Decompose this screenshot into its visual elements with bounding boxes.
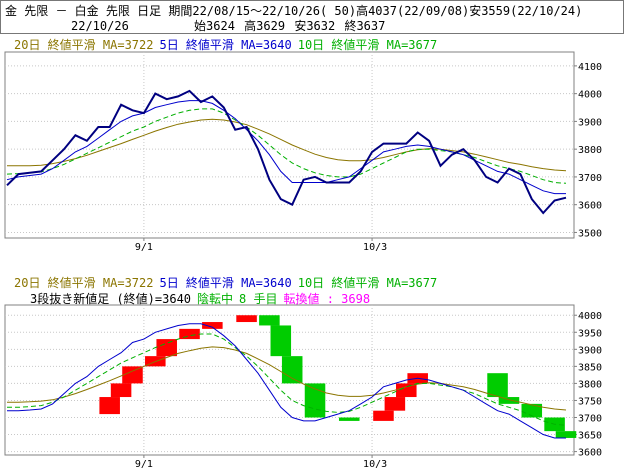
legend-ma5: 5日 終値平滑 MA=3640	[159, 38, 292, 52]
bottom-y-tick-label: 3700	[578, 414, 602, 425]
top-series-close	[6, 89, 567, 215]
sanko-bar-down	[555, 431, 577, 438]
sanko-bar-up	[179, 328, 200, 340]
bottom-series-ma10	[7, 333, 567, 426]
ohlc-low: 安3632	[294, 19, 336, 33]
sanko-bar-up	[122, 366, 143, 384]
sanko-bar-up	[99, 397, 120, 415]
ohlc-close: 終3637	[344, 19, 386, 33]
top-y-tick-label: 4100	[578, 62, 602, 73]
bottom-series-ma20	[7, 346, 567, 411]
chart-header: 金 先限 － 白金 先限 日足 期間22/08/15～22/10/26( 50)…	[0, 0, 624, 34]
sanko-bar-up	[202, 322, 223, 329]
bottom-y-tick-label: 3950	[578, 328, 602, 339]
top-y-tick-label: 3700	[578, 173, 602, 184]
sanko-bar-up	[384, 397, 406, 411]
sanko-value: 3段抜き新値足 (終値)=3640	[30, 292, 192, 306]
sanko-bar-down	[498, 397, 520, 404]
bottom-series-ma5	[7, 323, 566, 439]
top-y-tick-label: 3500	[578, 228, 602, 239]
period-info: 金 先限 － 白金 先限 日足 期間22/08/15～22/10/26( 50)…	[5, 4, 583, 18]
sanko-state: 陰転中	[197, 292, 234, 306]
sanko-bar-up	[236, 315, 257, 323]
bottom-plot-frame	[4, 304, 575, 456]
bottom-y-tick-label: 3800	[578, 379, 602, 390]
sanko-bar-down	[338, 417, 360, 421]
bottom-x-tick-label: 9/1	[135, 459, 153, 470]
top-plot-frame	[4, 51, 575, 239]
ohlc-high: 高3629	[244, 19, 286, 33]
sanko-turn: 転換値 : 3698	[283, 292, 371, 306]
top-series-ma20	[7, 118, 567, 172]
ohlc-info: 22/10/26 始3624 高3629 安3632 終3637	[71, 17, 385, 34]
bottom-legend: 20日 終値平滑 MA=3722 5日 終値平滑 MA=3640 10日 終値平滑 …	[14, 274, 443, 291]
bottom-y-tick-label: 3750	[578, 396, 602, 407]
legend-ma20: 20日 終値平滑 MA=3722	[14, 38, 154, 52]
sanko-bar-down	[487, 373, 508, 398]
sanko-bar-up	[110, 383, 132, 398]
top-x-tick-label: 9/1	[135, 242, 153, 253]
top-series-ma5	[6, 100, 566, 195]
legend-ma10: 10日 終値平滑 MA=3677	[297, 38, 438, 52]
legend2-ma10: 10日 終値平滑 MA=3677	[297, 276, 438, 290]
bottom-y-tick-label: 3900	[578, 345, 602, 356]
sanko-hands: 8 手目	[239, 292, 278, 306]
sanko-bar-down	[281, 356, 303, 384]
legend2-ma20: 20日 終値平滑 MA=3722	[14, 276, 154, 290]
ohlc-open: 始3624	[194, 19, 235, 33]
sanko-bar-down	[259, 315, 280, 326]
top-y-tick-label: 4000	[578, 90, 602, 101]
bottom-y-tick-label: 4000	[578, 311, 602, 322]
bottom-x-tick-label: 10/3	[363, 459, 387, 470]
bottom-y-tick-label: 3850	[578, 362, 602, 373]
sanko-bar-down	[270, 325, 292, 357]
ohlc-date: 22/10/26	[71, 19, 129, 33]
sanko-bar-down	[521, 403, 543, 418]
sanko-legend: 3段抜き新値足 (終値)=3640 陰転中 8 手目 転換値 : 3698	[30, 290, 376, 307]
top-series-ma10	[6, 108, 567, 184]
bottom-y-tick-label: 3650	[578, 431, 602, 442]
sanko-bar-down	[304, 383, 326, 418]
legend2-ma5: 5日 終値平滑 MA=3640	[159, 276, 292, 290]
sanko-bar-up	[156, 339, 177, 357]
top-x-tick-label: 10/3	[363, 242, 387, 253]
top-legend: 20日 終値平滑 MA=3722 5日 終値平滑 MA=3640 10日 終値平滑 …	[14, 36, 443, 53]
top-y-tick-label: 3900	[578, 117, 602, 128]
sanko-bar-up	[396, 383, 417, 398]
top-y-tick-label: 3600	[578, 201, 602, 212]
top-y-tick-label: 3800	[578, 145, 602, 156]
bottom-y-tick-label: 3600	[578, 448, 602, 459]
sanko-bar-up	[373, 410, 394, 421]
